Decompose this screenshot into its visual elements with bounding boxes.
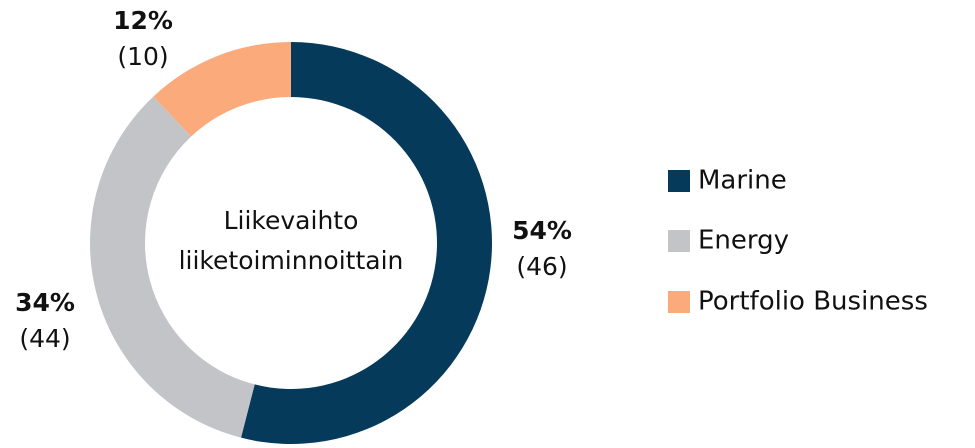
donut-segment [241,42,492,444]
legend-swatch [668,291,690,313]
value-label: 12% [113,6,173,35]
legend-swatch [668,230,690,252]
legend-swatch [668,170,690,192]
secondary-label: (10) [117,42,168,71]
donut-segment [153,41,291,137]
donut-segment [89,96,255,438]
value-label: 54% [512,216,572,245]
legend-label: Portfolio Business [698,287,928,317]
center-label: liiketoiminnoittain [179,246,404,275]
secondary-label: (44) [19,324,70,353]
legend-label: Energy [698,226,789,256]
value-label: 34% [15,288,75,317]
legend-label: Marine [698,166,787,196]
secondary-label: (46) [516,252,567,281]
center-label: Liikevaihto [224,206,359,235]
